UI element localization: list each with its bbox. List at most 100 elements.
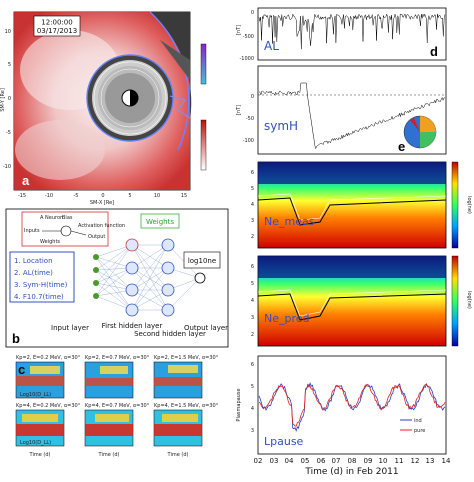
panel-b-label: b [12, 331, 20, 346]
panel-c-title: Kp=2, E=0.7 MeV, α=30° [85, 355, 150, 361]
ytick: 4 [251, 202, 254, 208]
xtick: 05 [301, 457, 310, 465]
ytick: -1000 [239, 56, 254, 62]
panel-c-title: Kp=4, E=1.5 MeV, α=30° [154, 403, 219, 409]
xtick: 12 [411, 457, 420, 465]
panel-e-ylabel: [nT] [236, 105, 242, 115]
ytick: 0 [8, 96, 11, 102]
ytick: 0 [251, 10, 254, 16]
panel-f: Ne_meas log(ne) 6 5 4 3 2 [251, 161, 472, 249]
legend-ind: ind [414, 418, 422, 424]
colorbar-purple [200, 43, 207, 85]
ytick: -500 [243, 34, 254, 40]
layer-label-output: Output layer [184, 324, 228, 332]
panel-h: Lpause ind pure Plasmapause 6 5 4 3 [236, 355, 447, 455]
panel-g: Ne_pred log(ne) 6 5 4 3 2 [251, 255, 472, 347]
layer-label-input: Input layer [51, 324, 89, 332]
panel-e-label: e [398, 139, 405, 154]
ytick: 0 [251, 94, 254, 100]
al-series-line [258, 13, 446, 50]
xtick: -10 [45, 193, 53, 199]
output-box [183, 251, 221, 269]
inputs-list-box [9, 251, 75, 303]
panel-a-y-ticks: 10 5 0 -5 -10 [3, 29, 11, 170]
layer-label-second-hidden: Second hidden layer [134, 330, 206, 338]
panel-g-colorbar [451, 255, 459, 347]
xtick: 5 [128, 193, 131, 199]
symh-series-line [258, 82, 446, 150]
lpause-ind-line [258, 382, 446, 432]
panel-c-row-1 [15, 361, 203, 399]
panel-d: AL d 0 -500 -1000 [nT] [236, 7, 447, 62]
panel-g-colorbar-label: log(ne) [466, 291, 472, 309]
neuron-inputs: Inputs [24, 228, 40, 234]
ytick: 3 [251, 428, 254, 434]
panel-c-xlabel: Time (d) [98, 452, 120, 458]
ytick: 5 [251, 281, 254, 287]
panel-c-row-label: Log10(D_LL) [20, 392, 51, 398]
panel-e-series-label: symH [264, 119, 298, 133]
hidden-layer-2-nodes [161, 238, 175, 317]
legend-pure: pure [414, 428, 425, 434]
neuron-bias: Bias [62, 215, 73, 221]
panel-a-ylabel: SM-Y [Re] [0, 88, 6, 112]
panel-f-colorbar-label: log(ne) [466, 196, 472, 214]
xtick: 03 [270, 457, 279, 465]
panel-f-series-label: Ne_meas [264, 215, 315, 228]
timestamp-time: 12:00:00 [41, 19, 72, 27]
panel-c-title: Kp=4, E=0.2 MeV, α=30° [16, 403, 81, 409]
xtick: 08 [348, 457, 357, 465]
ytick: 10 [5, 29, 11, 35]
panel-d-series-label: AL [264, 39, 279, 53]
panel-a-x-ticks: -15 -10 -5 0 5 10 15 [18, 193, 187, 199]
xtick: 11 [395, 457, 404, 465]
xtick: 06 [317, 457, 326, 465]
xtick: 10 [154, 193, 160, 199]
panel-d-ylabel: [nT] [236, 25, 242, 35]
time-axis-label: Time (d) in Feb 2011 [304, 467, 398, 477]
ytick: -50 [246, 116, 254, 122]
xtick: 0 [101, 193, 104, 199]
ytick: 2 [251, 332, 254, 338]
ytick: 6 [251, 264, 254, 270]
panel-f-plasmapause-line [257, 197, 447, 226]
ytick: -100 [243, 138, 254, 144]
xtick: 09 [364, 457, 373, 465]
panel-h-plot-area [257, 355, 447, 455]
panel-b: A Neuron Bias Activation function Inputs… [5, 208, 229, 348]
ytick: 4 [251, 406, 254, 412]
colorbar-red [200, 119, 207, 171]
panel-g-plasmapause-line [257, 293, 447, 321]
panel-f-colorbar [451, 161, 459, 249]
ytick: 4 [251, 298, 254, 304]
xtick: 07 [332, 457, 341, 465]
layer-label-first-hidden: First hidden layer [102, 322, 163, 330]
ytick: -10 [3, 164, 11, 170]
nn-connections [95, 244, 201, 311]
neuron-weights: Weights [40, 239, 60, 245]
panel-h-ylabel: Plasmapause [236, 388, 242, 421]
input-symh: 3. Sym-H(time) [14, 281, 68, 289]
panel-c-xlabel: Time (d) [29, 452, 51, 458]
timestamp-date: 03/17/2013 [37, 27, 77, 35]
output-node [194, 272, 206, 284]
lpause-pure-line [258, 383, 446, 427]
input-nodes [93, 254, 99, 299]
xtick: 04 [285, 457, 294, 465]
xtick: 13 [426, 457, 435, 465]
timestamp-box [33, 15, 81, 37]
ytick: 6 [251, 362, 254, 368]
panel-c-label: c [18, 362, 25, 377]
input-al: 2. AL(time) [14, 269, 53, 277]
output-label: log10ne [188, 257, 216, 265]
panel-c-row-2 [15, 409, 203, 447]
panel-c-title: Kp=4, E=0.7 MeV, α=30° [85, 403, 150, 409]
ytick: 5 [8, 62, 11, 68]
ytick: 5 [251, 384, 254, 390]
neuron-output: Output [88, 234, 105, 240]
ytick: 3 [251, 218, 254, 224]
panel-a-label: a [22, 173, 30, 188]
panel-a: 12:00:00 03/17/2013 a 10 5 0 -5 -10 SM-Y… [0, 11, 207, 206]
ytick: 5 [251, 186, 254, 192]
hidden-layer-1-nodes [125, 238, 139, 317]
